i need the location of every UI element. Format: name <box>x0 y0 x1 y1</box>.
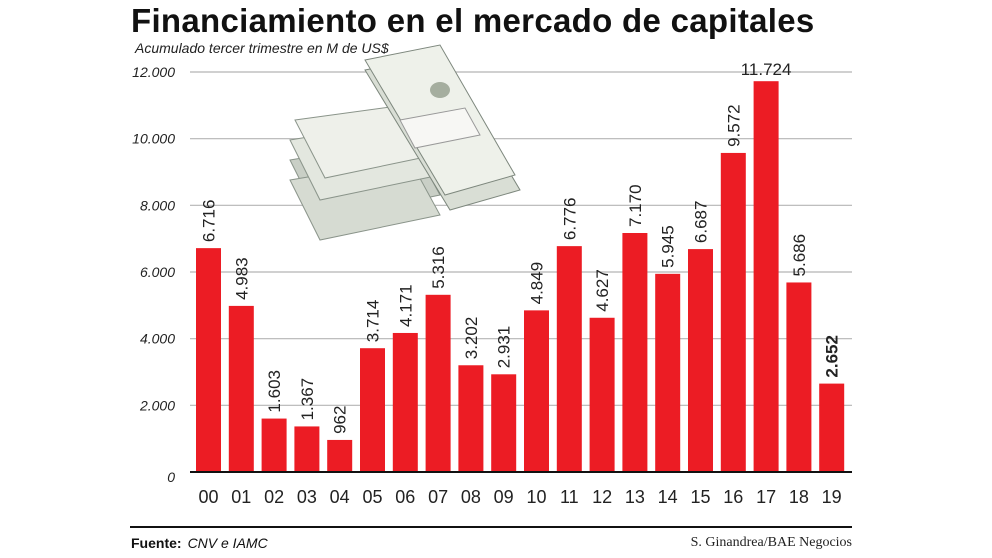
source-note: Fuente: CNV e IAMC <box>131 535 268 551</box>
x-tick-label: 18 <box>789 487 809 507</box>
data-label: 3.714 <box>364 300 383 343</box>
bar-17 <box>753 81 779 472</box>
bar-07 <box>425 294 451 472</box>
bar-18 <box>786 282 812 472</box>
data-label: 4.849 <box>528 262 547 305</box>
bar-11 <box>556 246 582 472</box>
bar-12 <box>589 317 615 472</box>
credit-note: S. Ginandrea/BAE Negocios <box>690 535 852 550</box>
y-tick-label: 4.000 <box>140 331 175 347</box>
x-tick-label: 01 <box>231 487 251 507</box>
bar-16 <box>720 152 746 472</box>
y-tick-label: 12.000 <box>132 64 175 80</box>
bar-03 <box>294 426 320 472</box>
x-tick-label: 09 <box>494 487 514 507</box>
data-label: 7.170 <box>626 184 645 227</box>
y-tick-label: 0 <box>167 469 175 485</box>
bar-19 <box>819 383 845 472</box>
y-tick-label: 6.000 <box>140 264 175 280</box>
x-tick-label: 19 <box>822 487 842 507</box>
bar-09 <box>491 374 517 472</box>
bar-05 <box>360 348 385 472</box>
data-label: 11.724 <box>741 60 792 79</box>
data-label: 9.572 <box>724 104 743 147</box>
bar-14 <box>655 273 681 472</box>
data-label: 5.945 <box>659 225 678 268</box>
bar-10 <box>524 310 549 472</box>
x-tick-label: 08 <box>461 487 481 507</box>
data-label: 962 <box>331 406 350 434</box>
data-label: 1.603 <box>265 370 284 413</box>
bar-02 <box>261 418 287 472</box>
data-label: 6.776 <box>560 198 579 241</box>
chart-title: Financiamiento en el mercado de capitale… <box>131 2 815 39</box>
data-label: 2.652 <box>823 335 842 378</box>
x-tick-label: 12 <box>592 487 612 507</box>
x-tick-label: 00 <box>198 487 218 507</box>
y-tick-label: 2.000 <box>139 397 175 413</box>
data-label: 4.171 <box>396 284 415 327</box>
x-tick-label: 17 <box>756 487 776 507</box>
x-tick-label: 05 <box>362 487 382 507</box>
bar-15 <box>688 249 713 472</box>
x-tick-label: 10 <box>526 487 546 507</box>
data-label: 4.983 <box>232 257 251 300</box>
x-tick-label: 06 <box>395 487 415 507</box>
bar-13 <box>622 233 648 472</box>
bar-04 <box>327 439 353 472</box>
x-tick-label: 03 <box>297 487 317 507</box>
x-tick-label: 02 <box>264 487 284 507</box>
x-tick-label: 11 <box>560 487 579 507</box>
bar-00 <box>196 248 221 472</box>
source-value: CNV e IAMC <box>187 535 268 551</box>
y-tick-label: 8.000 <box>140 197 175 213</box>
data-label: 6.716 <box>200 200 219 243</box>
bar-01 <box>228 305 254 472</box>
x-tick-label: 15 <box>690 487 710 507</box>
source-label: Fuente: <box>131 535 182 551</box>
bar-06 <box>392 332 418 472</box>
x-tick-label: 16 <box>723 487 743 507</box>
x-tick-label: 04 <box>330 487 350 507</box>
x-tick-label: 14 <box>658 487 678 507</box>
data-label: 4.627 <box>593 269 612 312</box>
x-tick-label: 13 <box>625 487 645 507</box>
data-label: 5.686 <box>790 234 809 277</box>
data-label: 2.931 <box>495 326 514 369</box>
footer-rule <box>130 526 852 528</box>
bar-08 <box>458 365 484 472</box>
chart-subtitle: Acumulado tercer trimestre en M de US$ <box>135 40 389 56</box>
data-label: 5.316 <box>429 246 448 289</box>
data-label: 6.687 <box>692 201 711 244</box>
y-tick-label: 10.000 <box>132 131 175 147</box>
data-label: 3.202 <box>462 317 481 360</box>
data-label: 1.367 <box>298 378 317 421</box>
money-stack-icon <box>289 44 521 241</box>
x-tick-label: 07 <box>428 487 448 507</box>
